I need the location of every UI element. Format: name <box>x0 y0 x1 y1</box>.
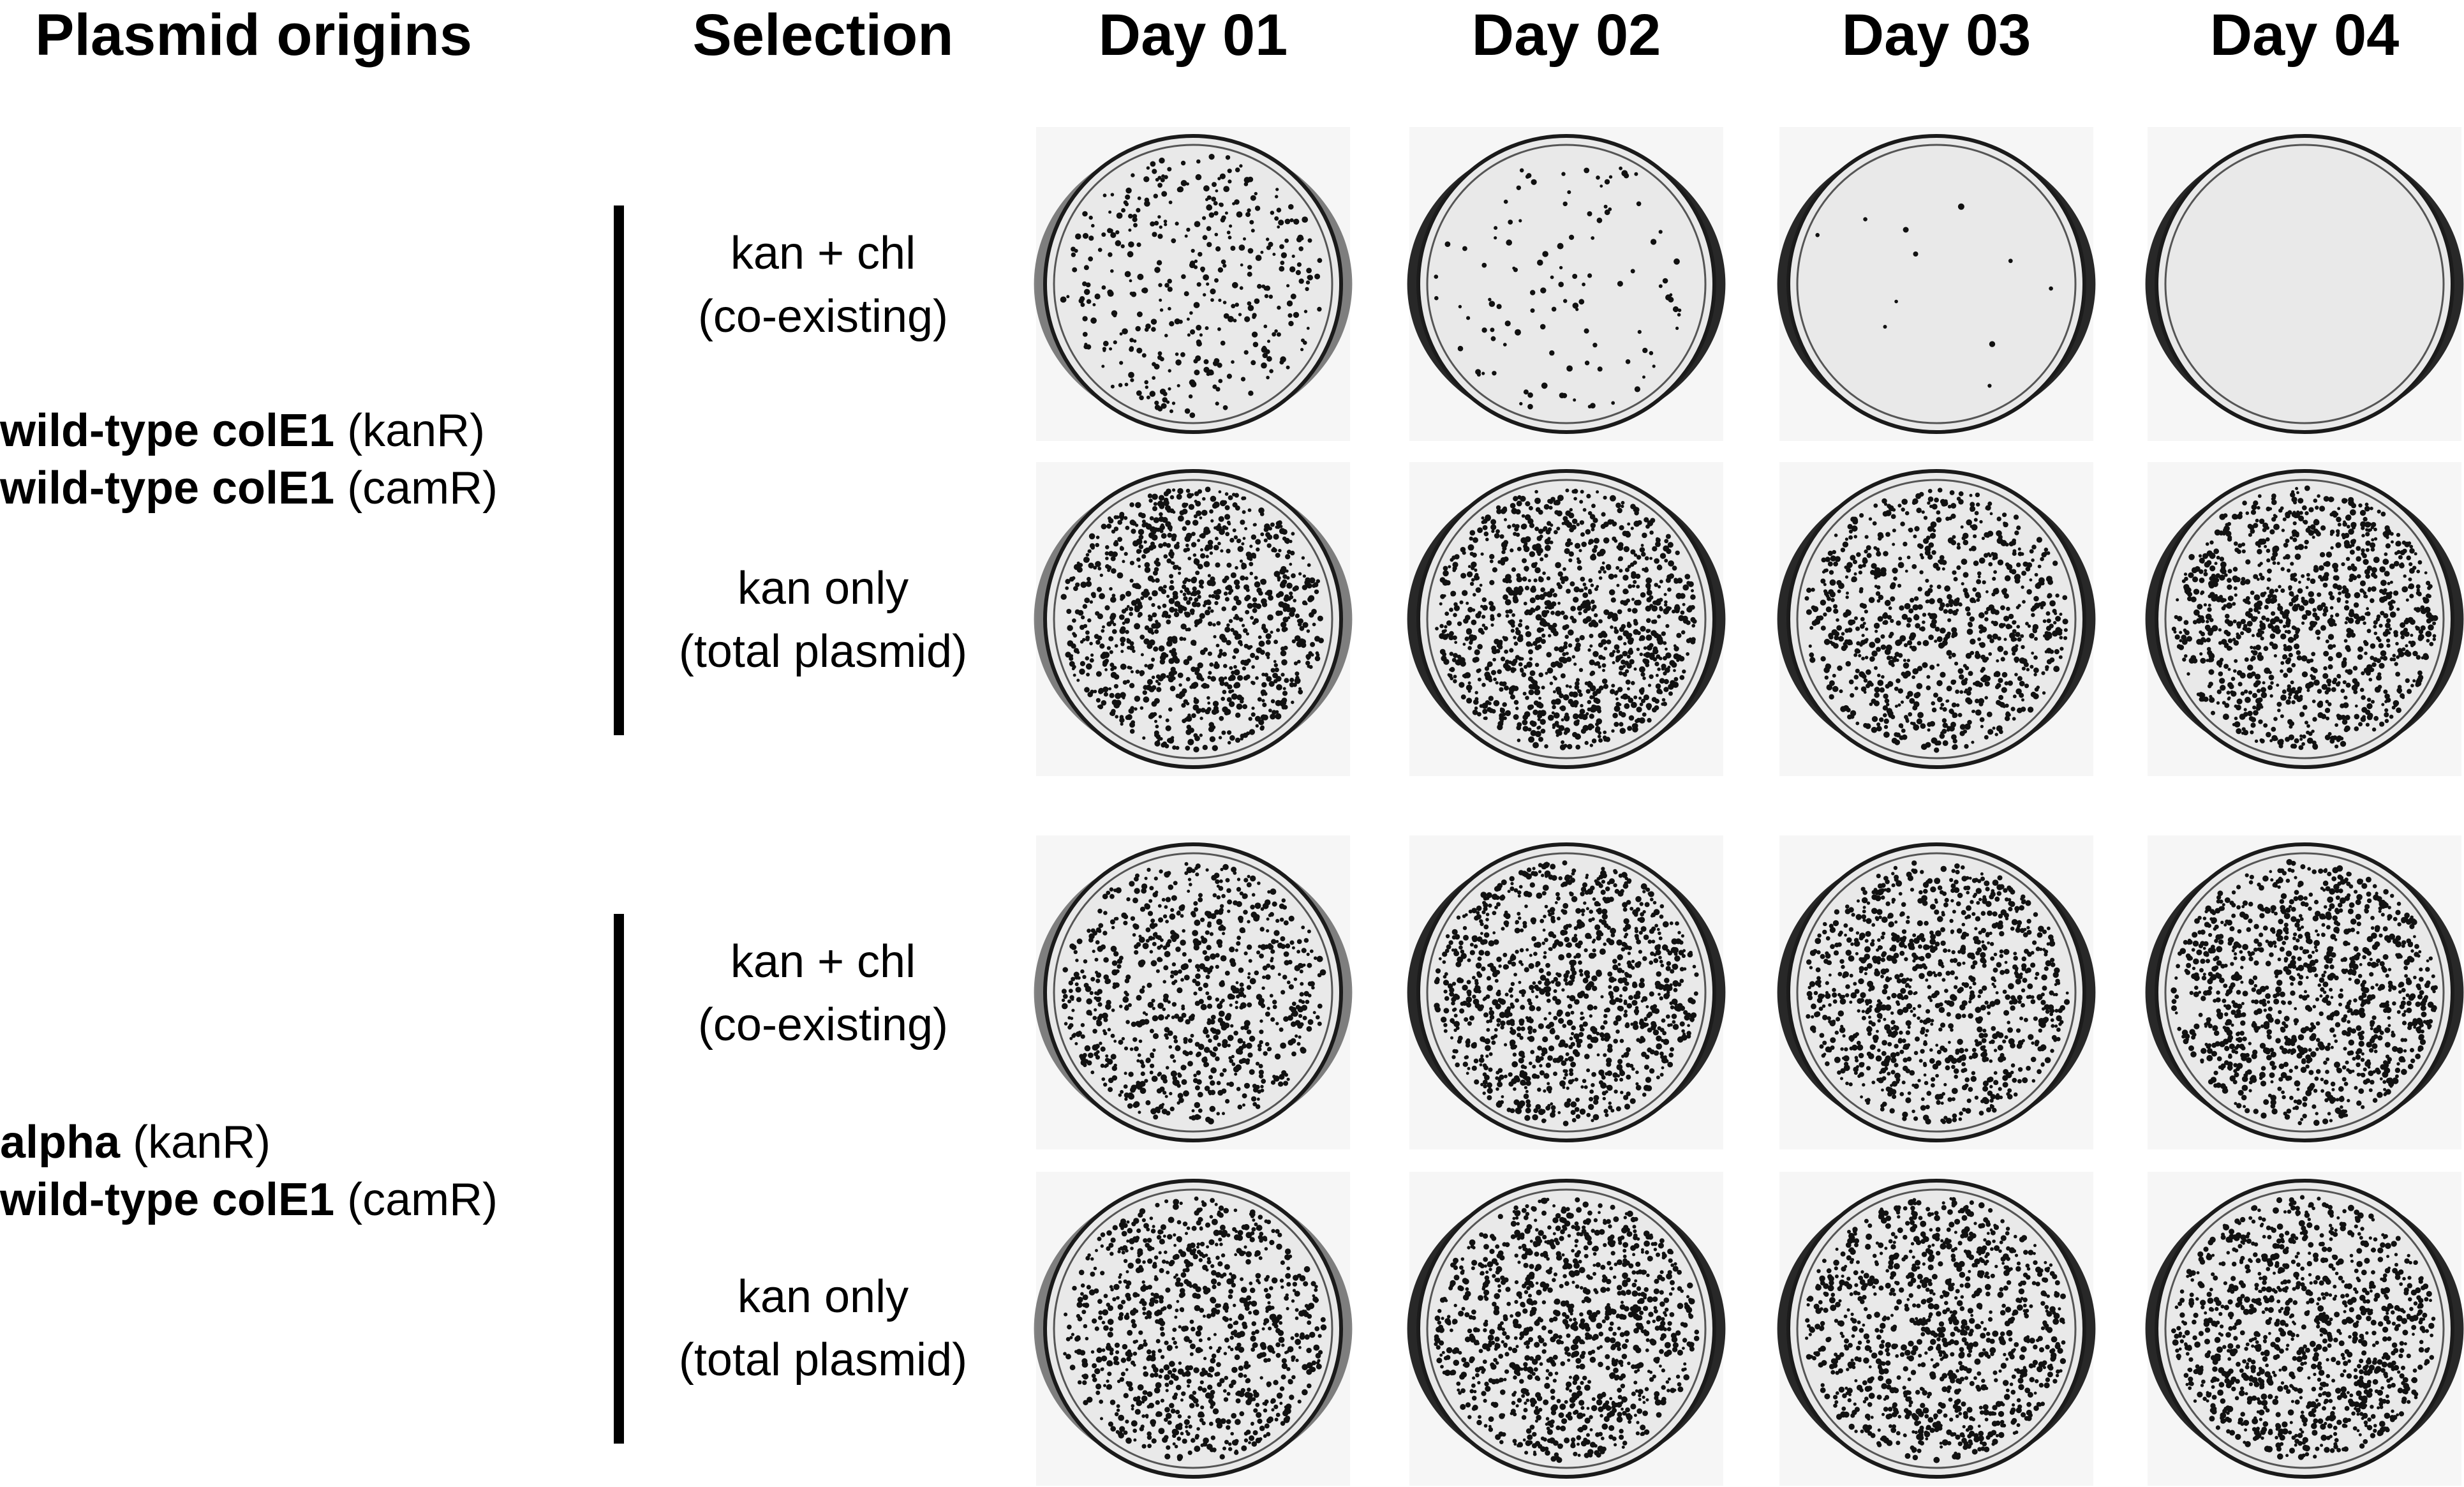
selection-label-row-4: kan only (total plasmid) <box>638 1266 1008 1393</box>
header-day-02: Day 02 <box>1471 3 1661 68</box>
group-1-line2: wild-type colE1 (camR) <box>0 463 498 514</box>
header-day-03: Day 03 <box>1841 3 2031 68</box>
selection-row-4-line2: (total plasmid) <box>678 1334 968 1386</box>
petri-plate-r2-day1 <box>1034 462 1353 776</box>
group-2-bracket <box>614 914 624 1444</box>
group-1-bracket <box>614 205 624 735</box>
selection-label-row-2: kan only (total plasmid) <box>638 557 1008 684</box>
selection-row-1-line1: kan + chl <box>730 228 916 279</box>
petri-plate-r2-day4 <box>2145 462 2464 776</box>
header-day-04: Day 04 <box>2209 3 2400 68</box>
petri-plate-r4-day4 <box>2145 1172 2464 1486</box>
selection-row-2-line1: kan only <box>737 563 909 614</box>
selection-row-2-line2: (total plasmid) <box>678 626 968 678</box>
group-2-label: alpha (kanR) wild-type colE1 (camR) <box>0 1114 498 1229</box>
header-plasmid-origins: Plasmid origins <box>35 3 473 68</box>
selection-row-3-line2: (co-existing) <box>697 999 949 1051</box>
selection-row-1-line2: (co-existing) <box>697 291 949 343</box>
header-day-01: Day 01 <box>1098 3 1288 68</box>
petri-plate-r2-day3 <box>1777 462 2096 776</box>
petri-plate-r3-day4 <box>2145 835 2464 1149</box>
petri-plate-r4-day3 <box>1777 1172 2096 1486</box>
petri-plate-r3-day1 <box>1034 835 1353 1149</box>
selection-row-4-line1: kan only <box>737 1271 909 1322</box>
header-selection: Selection <box>692 3 954 68</box>
group-2-line2: wild-type colE1 (camR) <box>0 1174 498 1225</box>
petri-plate-r1-day2 <box>1407 127 1726 441</box>
petri-plate-r1-day3 <box>1777 127 2096 441</box>
petri-plate-r4-day2 <box>1407 1172 1726 1486</box>
petri-plate-r3-day3 <box>1777 835 2096 1149</box>
petri-plate-r2-day2 <box>1407 462 1726 776</box>
petri-plate-r1-day1 <box>1034 127 1353 441</box>
petri-plate-r3-day2 <box>1407 835 1726 1149</box>
selection-row-3-line1: kan + chl <box>730 936 916 987</box>
selection-label-row-3: kan + chl (co-existing) <box>638 930 1008 1057</box>
petri-plate-r1-day4 <box>2145 127 2464 441</box>
group-1-label: wild-type colE1 (kanR) wild-type colE1 (… <box>0 402 498 517</box>
group-1-line1: wild-type colE1 (kanR) <box>0 405 486 456</box>
selection-label-row-1: kan + chl (co-existing) <box>638 222 1008 349</box>
petri-plate-r4-day1 <box>1034 1172 1353 1486</box>
group-2-line1: alpha (kanR) <box>0 1117 271 1168</box>
